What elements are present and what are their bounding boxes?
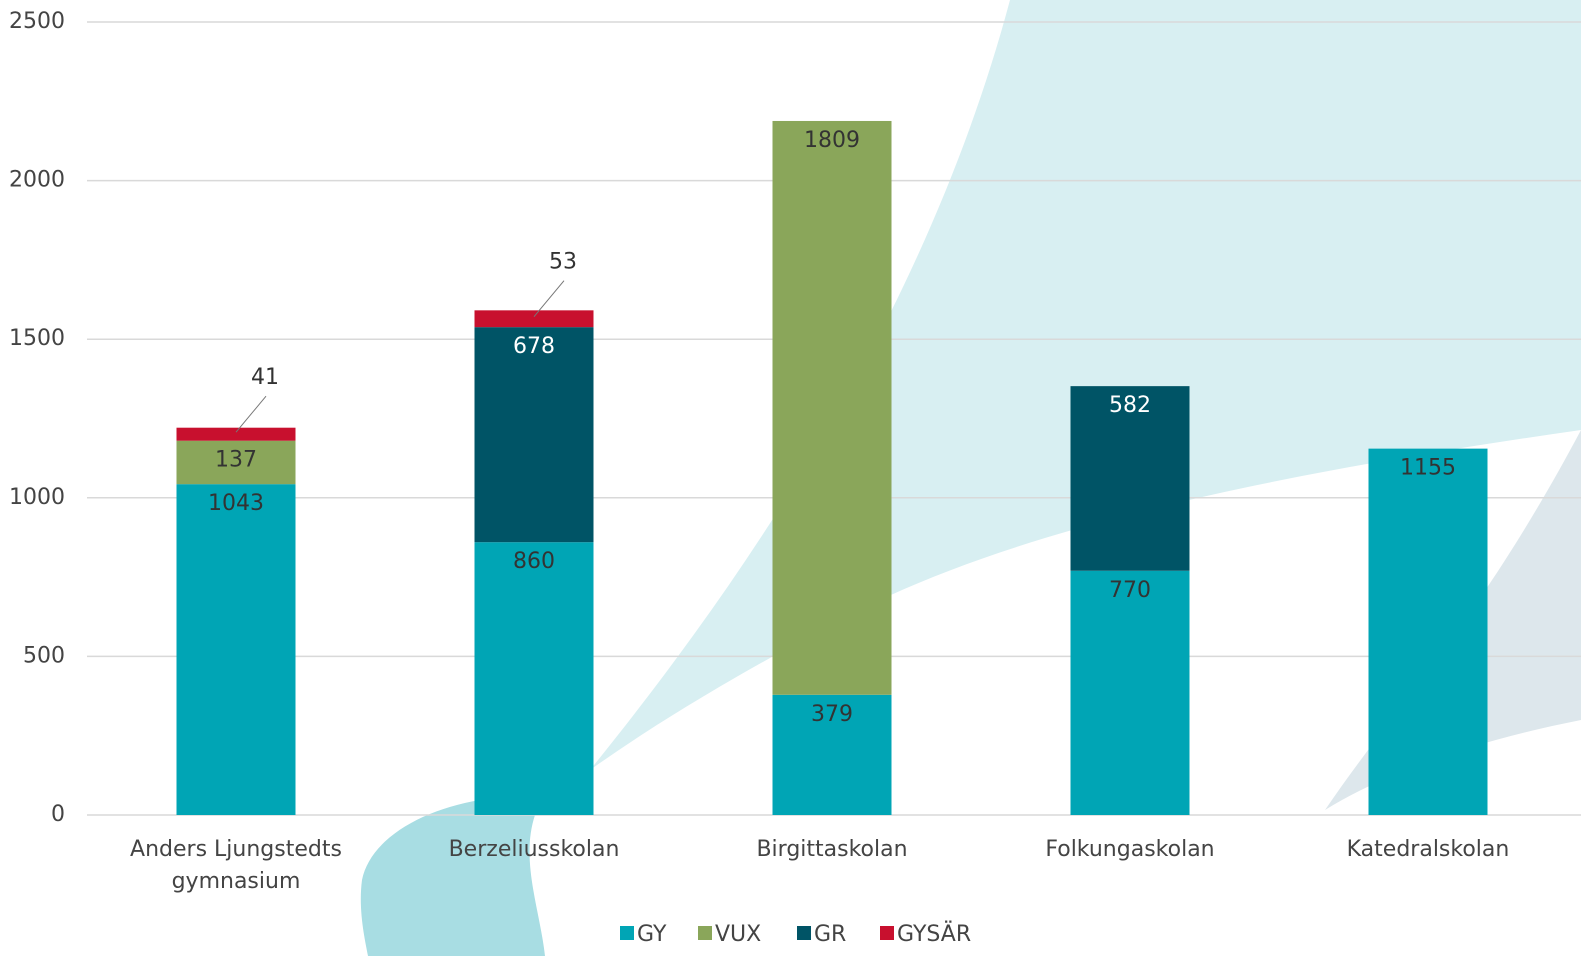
background-shape: [360, 800, 545, 956]
bar-segment: [772, 120, 892, 695]
leader-line: [533, 280, 565, 318]
data-label: 379: [811, 702, 853, 727]
x-tick-label: Berzeliusskolan: [449, 837, 620, 862]
bar-segment: [1070, 386, 1190, 571]
legend-label: GY: [637, 922, 667, 947]
data-label: 860: [513, 549, 555, 574]
legend-label: VUX: [715, 922, 761, 947]
y-tick-label: 1500: [9, 326, 65, 351]
y-tick-label: 2000: [9, 168, 65, 193]
data-label: 770: [1109, 578, 1151, 603]
legend-swatch: [797, 926, 811, 940]
bar-segment: [474, 542, 594, 815]
bar-segment: [176, 484, 296, 815]
legend-label: GYSÄR: [897, 921, 971, 947]
y-tick-label: 0: [51, 802, 65, 827]
bar-segment: [176, 440, 296, 485]
data-label: 678: [513, 334, 555, 359]
data-label: 1155: [1400, 456, 1456, 481]
bar-segment: [176, 427, 296, 441]
bar-segment: [474, 327, 594, 543]
bar-segment: [474, 310, 594, 328]
x-tick-label: Katedralskolan: [1347, 837, 1510, 862]
x-tick-label: Folkungaskolan: [1045, 837, 1214, 862]
x-tick-label: Anders Ljungstedts gymnasium: [130, 837, 342, 894]
leader-line: [235, 395, 267, 433]
legend-swatch: [698, 926, 712, 940]
bar-segment: [1070, 570, 1190, 815]
y-tick-label: 500: [23, 643, 65, 668]
background-shape: [1325, 430, 1581, 810]
data-label: 1809: [804, 128, 860, 153]
data-label: 137: [215, 448, 257, 473]
y-tick-label: 1000: [9, 485, 65, 510]
x-tick-label: Birgittaskolan: [756, 837, 907, 862]
legend-swatch: [620, 926, 634, 940]
legend-label: GR: [814, 922, 846, 947]
data-label: 582: [1109, 393, 1151, 418]
bar-segment: [772, 694, 892, 815]
legend-swatch: [880, 926, 894, 940]
data-label: 53: [549, 250, 577, 275]
data-label: 1043: [208, 491, 264, 516]
data-label: 41: [251, 365, 279, 390]
bar-segment: [1368, 448, 1488, 815]
y-tick-label: 2500: [9, 9, 65, 34]
